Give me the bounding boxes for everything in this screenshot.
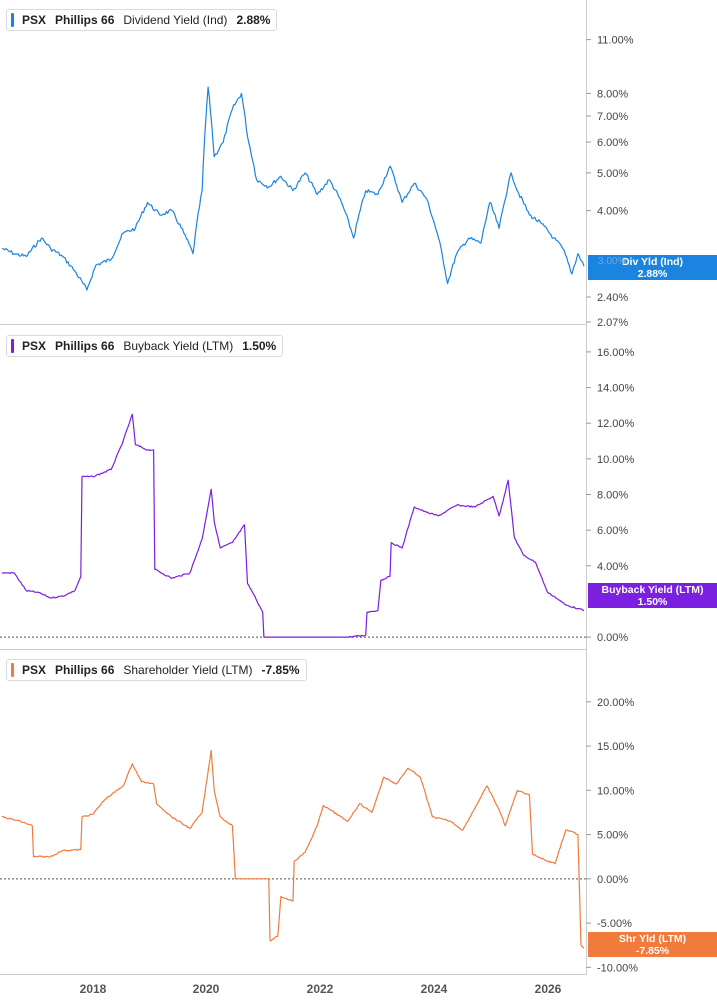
dividend-badge-hidden-tick: 3.00% [598, 256, 627, 267]
buyback-last-value-badge: Buyback Yield (LTM) 1.50% [588, 583, 717, 608]
dividend-last-value-badge: 3.00% Div Yld (Ind) 2.88% [588, 255, 717, 280]
shareholder-yield-line [1, 749, 585, 949]
y-tick-label: 2.40% [597, 292, 628, 304]
shareholder-swatch [11, 663, 14, 677]
buyback-swatch [11, 339, 14, 353]
legend-dividend-yield[interactable]: PSX Phillips 66 Dividend Yield (Ind) 2.8… [6, 9, 278, 31]
buyback-badge-label: Buyback Yield (LTM) [601, 584, 704, 596]
y-tick-label: 6.00% [597, 137, 628, 149]
y-tick-label: 12.00% [597, 418, 635, 430]
legend-buyback-yield[interactable]: PSX Phillips 66 Buyback Yield (LTM) 1.50… [6, 335, 284, 357]
legend-series: Shareholder Yield (LTM) [123, 663, 253, 677]
legend-value: 1.50% [242, 339, 277, 353]
legend-company: Phillips 66 [55, 339, 115, 353]
legend-ticker: PSX [22, 339, 47, 353]
dividend-swatch [11, 13, 14, 27]
x-tick-2022: 2022 [307, 982, 334, 996]
legend-company: Phillips 66 [55, 663, 115, 677]
y-tick-label: 5.00% [597, 168, 628, 180]
y-tick-label: 5.00% [597, 830, 628, 842]
legend-value: -7.85% [261, 663, 300, 677]
legend-shareholder-yield[interactable]: PSX Phillips 66 Shareholder Yield (LTM) … [6, 659, 307, 681]
x-tick-2018: 2018 [80, 982, 107, 996]
x-tick-2026: 2026 [535, 982, 562, 996]
x-tick-2024: 2024 [421, 982, 448, 996]
dividend-badge-value: 2.88% [637, 268, 668, 280]
y-tick-label: 15.00% [597, 741, 635, 753]
y-tick-label: 0.00% [597, 632, 628, 644]
legend-company: Phillips 66 [55, 13, 115, 27]
shareholder-last-value-badge: Shr Yld (LTM) -7.85% [588, 932, 717, 957]
legend-series: Buyback Yield (LTM) [123, 339, 234, 353]
x-tick-2020: 2020 [193, 982, 220, 996]
buyback-yield-line [1, 413, 584, 638]
y-tick-label: 0.00% [597, 874, 628, 886]
y-tick-label: 16.00% [597, 347, 635, 359]
legend-value: 2.88% [236, 13, 271, 27]
y-tick-label: 14.00% [597, 383, 635, 395]
y-tick-label: 20.00% [597, 697, 635, 709]
y-tick-label: 10.00% [597, 454, 635, 466]
y-tick-label: 6.00% [597, 525, 628, 537]
legend-ticker: PSX [22, 663, 47, 677]
legend-ticker: PSX [22, 13, 47, 27]
y-tick-label: 10.00% [597, 785, 635, 797]
shareholder-badge-value: -7.85% [635, 945, 670, 957]
dividend-yield-line [1, 86, 585, 291]
y-tick-label: 11.00% [597, 35, 634, 47]
y-tick-label: 2.07% [597, 317, 628, 329]
shareholder-badge-label: Shr Yld (LTM) [618, 933, 687, 945]
y-tick-label: 4.00% [597, 206, 628, 218]
y-tick-label: -10.00% [597, 962, 638, 974]
y-tick-label: -5.00% [597, 918, 632, 930]
buyback-badge-value: 1.50% [637, 596, 668, 608]
dividend-badge-label: Div Yld (Ind) [621, 256, 684, 268]
y-tick-label: 7.00% [597, 111, 628, 123]
y-tick-label: 8.00% [597, 490, 628, 502]
legend-series: Dividend Yield (Ind) [123, 13, 228, 27]
y-tick-label: 8.00% [597, 88, 628, 100]
y-tick-label: 4.00% [597, 561, 628, 573]
